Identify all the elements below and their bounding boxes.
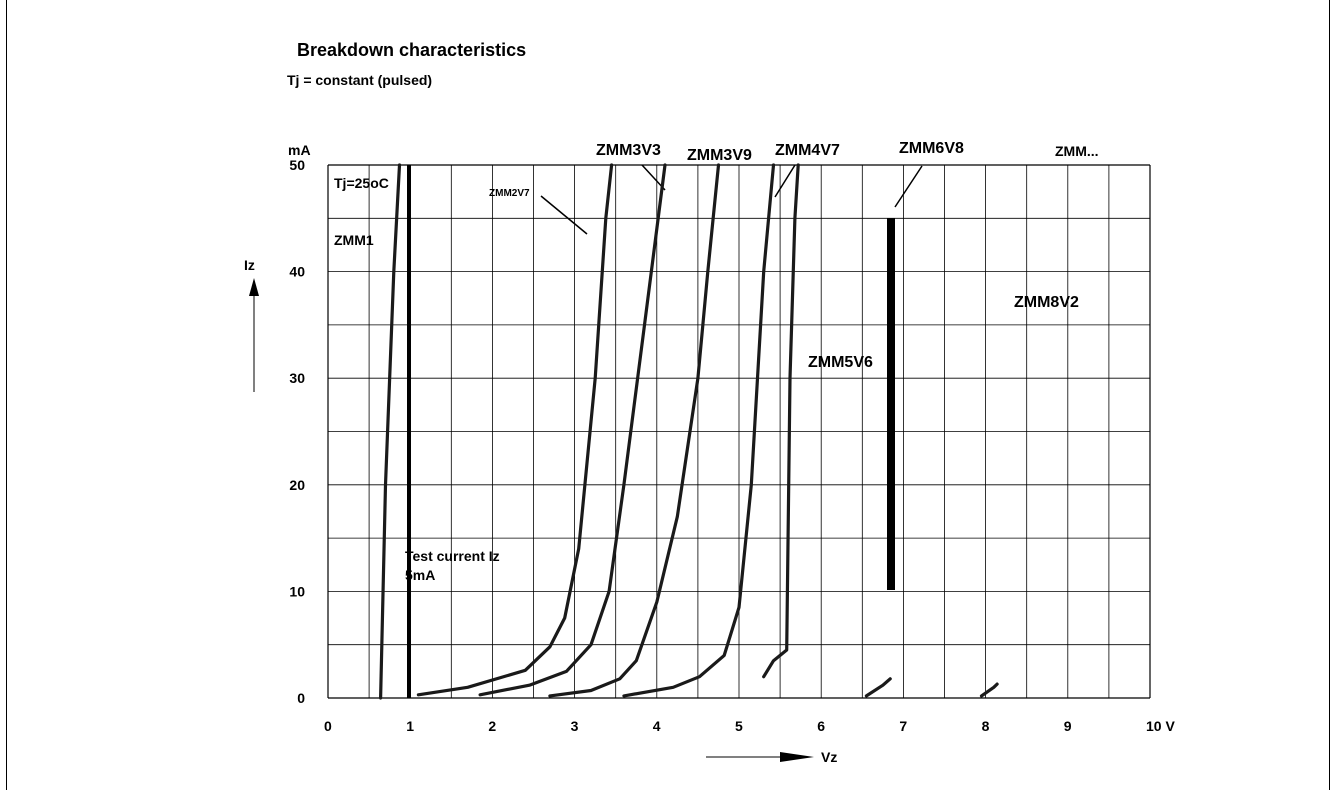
x-tick-label: 3: [571, 718, 579, 734]
y-axis-label: Iz: [244, 257, 255, 273]
series-curve-zmm3v9: [548, 163, 721, 698]
test-current-bar: [407, 165, 895, 698]
series-curve-zmm3v3: [478, 163, 667, 697]
series-label-zmm4v7: ZMM4V7: [775, 142, 840, 159]
y-tick-label: 50: [289, 157, 305, 173]
breakdown-curves: [379, 163, 999, 700]
series-label-zmm-more: ZMM...: [1055, 143, 1099, 159]
x-tick-label: 2: [488, 718, 496, 734]
y-unit-label: mA: [288, 142, 311, 158]
series-curve-zmm5v6: [762, 163, 800, 679]
series-curve-zmm2v7: [416, 163, 614, 697]
x-tick-label: 8: [982, 718, 990, 734]
series-curve-zmm4v7: [622, 163, 776, 698]
series-curve-zmm1: [379, 163, 402, 700]
chart-title: Breakdown characteristics: [297, 40, 526, 60]
series-label-zmm8v2: ZMM8V2: [1014, 294, 1079, 311]
y-axis-arrow: [249, 278, 259, 392]
series-label-zmm2v7: ZMM2V7: [489, 188, 530, 199]
x-tick-label: 7: [899, 718, 907, 734]
chart-subtitle: Tj = constant (pulsed): [287, 72, 432, 88]
y-tick-label: 40: [289, 264, 305, 280]
x-axis-label: Vz: [821, 749, 837, 765]
y-tick-label: 30: [289, 370, 305, 386]
series-label-zmm3v3: ZMM3V3: [596, 142, 661, 159]
label-leaders: [540, 164, 923, 235]
series-labels: ZMM3V3 ZMM3V9 ZMM4V7 ZMM6V8 ZMM... ZMM2V…: [334, 140, 1099, 371]
series-curve-zmm8v2: [979, 682, 999, 698]
x-tick-label: 6: [817, 718, 825, 734]
axis-ticks: 0 1 2 3 4 5 6 7 8 9 10 V 0 10 20 30 40 50: [289, 157, 1175, 734]
x-axis-arrow: [706, 752, 814, 762]
y-tick-label: 0: [297, 690, 305, 706]
test-current-label: Test current Iz: [405, 548, 500, 564]
chart-grid: [327, 164, 1151, 699]
page-border-left: [6, 0, 7, 790]
test-current-value: 5mA: [405, 567, 435, 583]
series-label-zmm5v6: ZMM5V6: [808, 354, 873, 371]
x-tick-label: 5: [735, 718, 743, 734]
x-tick-label: 4: [653, 718, 661, 734]
y-tick-label: 20: [289, 477, 305, 493]
page-border-right: [1329, 0, 1330, 790]
series-label-zmm6v8: ZMM6V8: [899, 140, 964, 157]
y-tick-label: 10: [289, 583, 305, 599]
series-label-zmm3v9: ZMM3V9: [687, 147, 752, 164]
series-label-zmm1: ZMM1: [334, 232, 374, 248]
temperature-annotation: Tj=25oC: [334, 175, 389, 191]
x-tick-label: 10 V: [1146, 718, 1175, 734]
series-curve-zmm6v8: [864, 677, 892, 698]
x-tick-label: 0: [324, 718, 332, 734]
x-tick-label: 1: [406, 718, 414, 734]
x-tick-label: 9: [1064, 718, 1072, 734]
